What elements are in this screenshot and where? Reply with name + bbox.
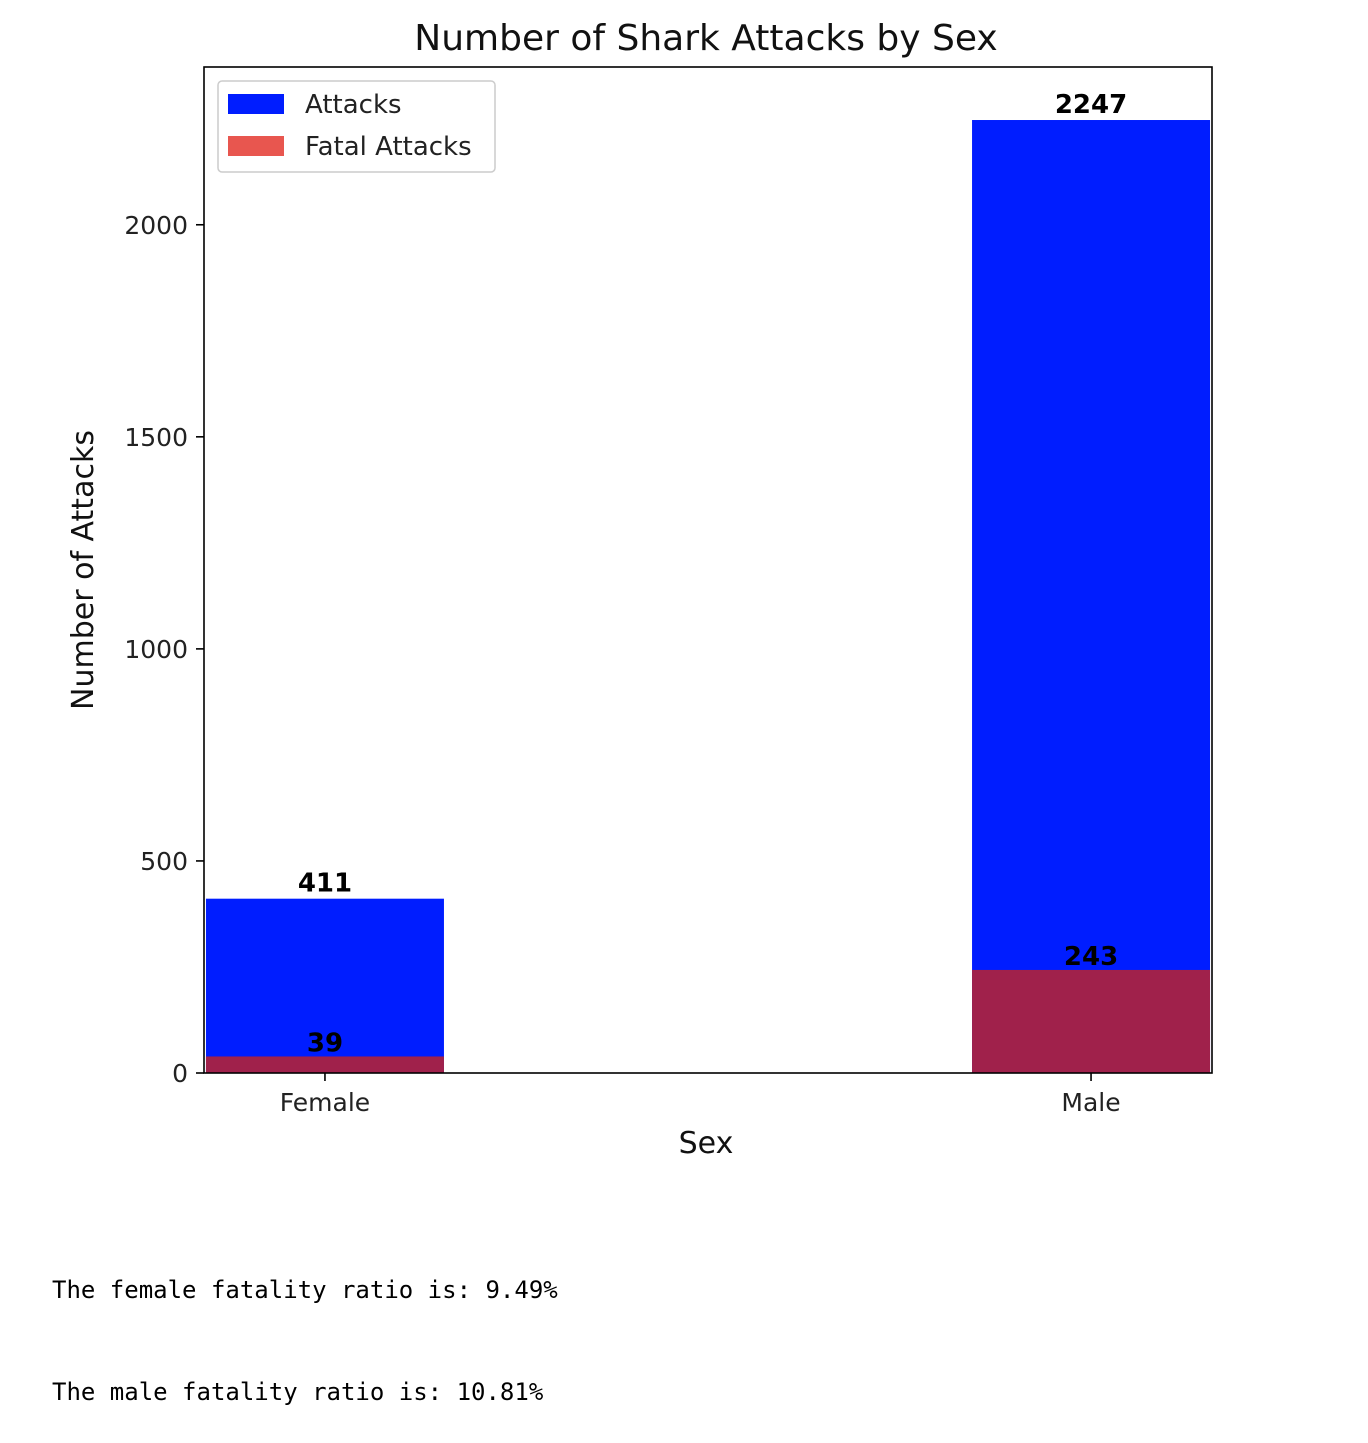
bar-fatal-attacks-female	[205, 1056, 444, 1073]
x-tick-label-male: Male	[1061, 1088, 1120, 1117]
legend-label-fatal-attacks: Fatal Attacks	[305, 132, 472, 162]
data-label-fatal-attacks-female: 39	[307, 1028, 343, 1058]
cell-output: The female fatality ratio is: 9.49% The …	[52, 1205, 558, 1443]
female-ratio-output: The female fatality ratio is: 9.49%	[52, 1276, 558, 1304]
bar-attacks-male	[972, 120, 1211, 1073]
data-label-fatal-attacks-male: 243	[1064, 942, 1118, 972]
data-label-attacks-female: 411	[298, 869, 352, 899]
x-axis-label: Sex	[679, 1126, 734, 1161]
y-tick-label: 1500	[124, 423, 188, 452]
y-axis-label: Number of Attacks	[66, 430, 101, 710]
data-label-attacks-male: 2247	[1055, 90, 1127, 120]
legend: Attacks Fatal Attacks	[217, 80, 496, 173]
chart-container: Number of Shark Attacks by Sex 411 39 2247…	[66, 18, 1213, 1161]
y-tick-label: 0	[172, 1059, 188, 1088]
legend-swatch-attacks	[228, 94, 284, 114]
bar-chart: Number of Shark Attacks by Sex 411 39 2247…	[66, 18, 1213, 1161]
plot-frame	[203, 66, 1213, 1074]
x-tick-label-female: Female	[280, 1088, 370, 1117]
y-tick-label: 1000	[124, 635, 188, 664]
male-ratio-output: The male fatality ratio is: 10.81%	[52, 1378, 544, 1406]
legend-label-attacks: Attacks	[305, 90, 402, 120]
bars-group	[205, 120, 1211, 1073]
legend-swatch-fatal-attacks	[228, 136, 284, 156]
x-axis: Female Male	[280, 1073, 1121, 1117]
legend-box	[217, 80, 496, 173]
bar-attacks-female	[205, 898, 444, 1073]
bar-fatal-attacks-male	[972, 969, 1211, 1073]
chart-title: Number of Shark Attacks by Sex	[414, 18, 997, 59]
bar-labels-group: 411 39 2247 243	[298, 90, 1127, 1058]
y-tick-label: 2000	[124, 211, 188, 240]
y-axis: 0 500 1000 1500 2000	[124, 211, 204, 1088]
y-tick-label: 500	[140, 847, 188, 876]
